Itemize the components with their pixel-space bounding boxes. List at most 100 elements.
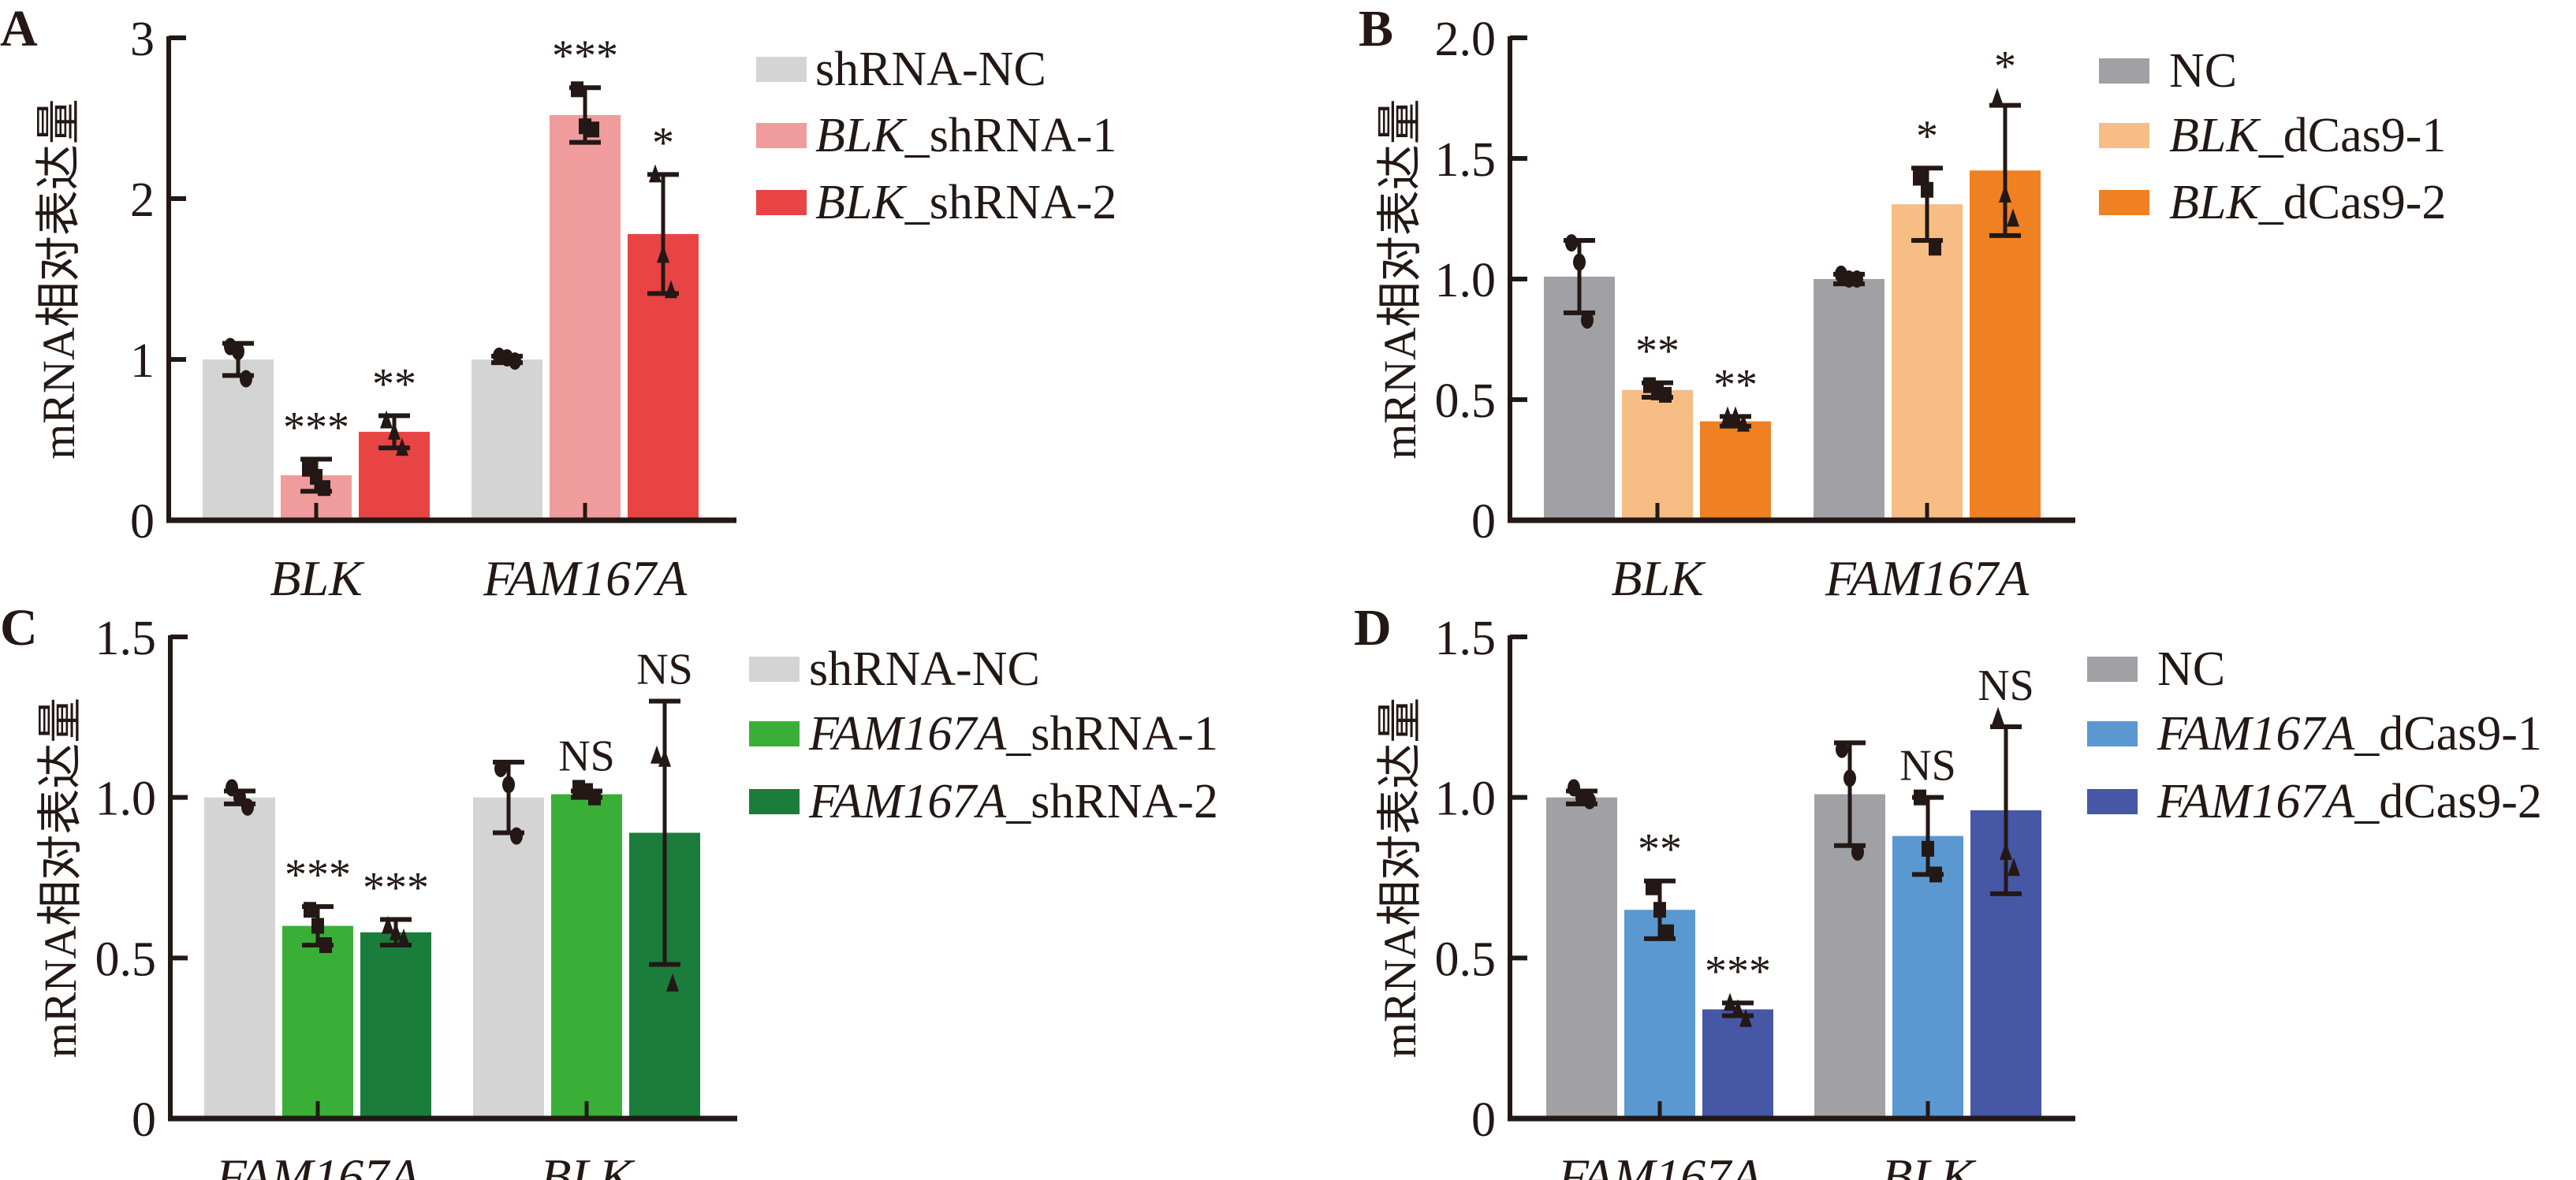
legend-swatch [749,789,800,814]
significance-label: *** [1705,947,1771,996]
data-point [1836,740,1848,758]
legend-label: FAM167A_shRNA-1 [808,707,1218,761]
y-tick-label: 0.5 [1435,374,1497,428]
significance-label: *** [552,32,618,80]
y-tick-label: 0 [132,1093,156,1147]
significance-label: *** [285,851,351,899]
legend-label-suffix: _dCas9-1 [2258,109,2447,162]
bar [1622,389,1693,520]
bar [203,359,274,520]
legend-swatch [749,657,800,682]
data-point [1729,406,1742,425]
significance-label: *** [283,403,349,452]
data-point [388,421,401,440]
y-axis-title: mRNA相对表达量 [33,99,84,460]
data-point [396,437,408,456]
data-point [571,81,583,98]
data-point [502,776,515,794]
bar [204,797,275,1119]
legend-swatch [2087,657,2138,682]
x-tick-label: FAM167A [215,1148,420,1180]
legend-label: NC [2169,44,2237,98]
bar [1814,794,1885,1119]
data-point [311,918,324,934]
data-point [380,410,393,429]
panel-a: AmRNA相对表达量shRNA-NC******BLK_shRNA-1***BL… [0,0,1117,606]
y-tick-label: 0 [1471,495,1496,549]
legend-label: FAM167A_dCas9-2 [2157,775,2542,828]
x-tick-label: BLK [270,550,365,606]
legend-swatch [749,721,800,746]
legend-label-suffix: _shRNA-2 [904,176,1117,229]
legend-label-suffix: _dCas9-2 [2354,775,2542,828]
bar [1700,421,1771,520]
legend-label-gene: FAM167A [2157,707,2355,761]
y-tick-label: 1.0 [1435,772,1497,826]
legend-swatch [2087,721,2138,746]
data-point [1851,270,1863,288]
legend-label-gene: BLK [815,176,908,229]
panel-label: C [0,599,38,657]
data-point [2000,841,2012,860]
legend-label-suffix: NC [2169,44,2237,98]
x-tick-label: FAM167A [1825,550,2030,606]
legend-label-gene: BLK [815,109,908,162]
data-point [1843,769,1856,787]
legend-label: shRNA-NC [809,642,1040,696]
significance-label: ** [372,359,416,408]
y-tick-label: 0.5 [1435,932,1497,986]
panel-label: A [0,0,38,58]
data-point [1922,840,1934,857]
bar [551,794,622,1119]
y-axis-title: mRNA相对表达量 [1374,698,1426,1059]
legend-label: BLK_shRNA-2 [815,176,1117,229]
x-tick-label: FAM167A [1557,1148,1762,1180]
y-tick-label: 1.5 [1435,612,1497,665]
data-point [1914,789,1926,806]
panel-label: B [1359,0,1393,58]
data-point [240,370,252,388]
data-point [651,745,663,764]
data-point [509,352,521,370]
legend-label-gene: FAM167A [808,775,1007,828]
x-tick-label: BLK [1611,550,1706,606]
data-point [2007,208,2019,227]
legend-swatch [2099,58,2149,84]
y-tick-label: 1 [130,334,155,388]
legend-label: NC [2157,642,2225,696]
data-point [1724,992,1736,1011]
bar [282,925,353,1119]
data-point [1913,169,1925,186]
significance-label: ** [1713,360,1758,409]
legend-label-suffix: shRNA-NC [809,642,1040,696]
data-point [665,280,677,299]
significance-label: NS [1899,742,1956,791]
bar [1544,276,1615,520]
data-point [2007,858,2020,877]
significance-label: NS [1978,661,2034,710]
bar [360,932,431,1119]
y-tick-label: 2.0 [1435,13,1497,66]
data-point [1581,311,1594,329]
panel-label: D [1354,599,1392,657]
bar [1702,1009,1773,1119]
legend-swatch [756,57,807,82]
data-point [1921,181,1933,198]
x-tick-label: BLK [540,1148,636,1180]
bar [1624,910,1695,1119]
bar [1546,797,1617,1119]
data-point [1991,87,2004,106]
legend-label-gene: FAM167A [808,707,1007,761]
data-point [318,480,330,497]
data-point [510,827,523,845]
data-point [494,760,507,778]
x-tick-label: FAM167A [483,550,688,606]
bar [473,797,544,1119]
data-point [232,342,244,360]
legend-label: shRNA-NC [815,43,1046,96]
y-axis-title: mRNA相对表达量 [1374,99,1426,460]
significance-label: * [1994,43,2016,91]
